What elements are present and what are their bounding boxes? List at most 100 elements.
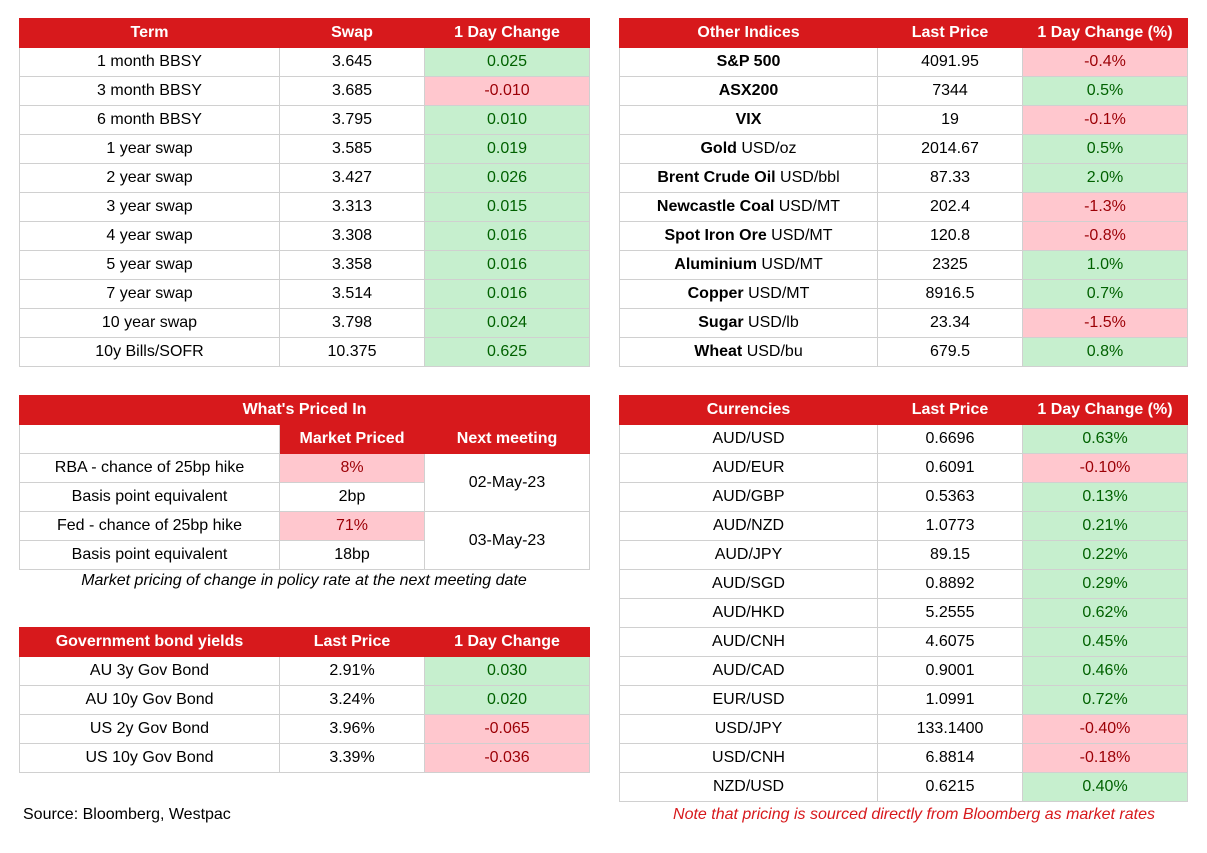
bond-change-cell: -0.065 xyxy=(424,714,590,744)
term-cell: 10y Bills/SOFR xyxy=(19,337,280,367)
currency-price-cell: 0.9001 xyxy=(877,656,1023,686)
term-cell: 1 year swap xyxy=(19,134,280,164)
index-name-cell: ASX200 xyxy=(619,76,878,106)
index-unit: USD/MT xyxy=(778,198,841,215)
priced-in-title: What's Priced In xyxy=(19,395,590,425)
indices-table: Other Indices Last Price 1 Day Change (%… xyxy=(619,18,1188,367)
table-row: S&P 500 4091.95 -0.4% xyxy=(619,47,1188,77)
index-name-cell: Aluminium USD/MT xyxy=(619,250,878,280)
index-name-cell: Gold USD/oz xyxy=(619,134,878,164)
table-row: 2 year swap 3.427 0.026 xyxy=(19,163,590,193)
index-price-cell: 202.4 xyxy=(877,192,1023,222)
term-cell: 3 year swap xyxy=(19,192,280,222)
index-price-cell: 120.8 xyxy=(877,221,1023,251)
rba-meeting-date: 02-May-23 xyxy=(424,453,590,512)
index-price-cell: 19 xyxy=(877,105,1023,135)
swap-rate-cell: 3.313 xyxy=(279,192,425,222)
swap-change-cell: 0.625 xyxy=(424,337,590,367)
table-row: Wheat USD/bu 679.5 0.8% xyxy=(619,337,1188,367)
index-name-cell: Spot Iron Ore USD/MT xyxy=(619,221,878,251)
table-row: USD/CNH 6.8814 -0.18% xyxy=(619,743,1188,773)
currency-change-cell: 0.62% xyxy=(1022,598,1188,628)
fed-meeting-date: 03-May-23 xyxy=(424,511,590,570)
table-row: 6 month BBSY 3.795 0.010 xyxy=(19,105,590,135)
currency-change-cell: 0.46% xyxy=(1022,656,1188,686)
table-row: 4 year swap 3.308 0.016 xyxy=(19,221,590,251)
index-name: Brent Crude Oil xyxy=(657,169,776,186)
index-unit: USD/lb xyxy=(748,314,799,331)
bond-price-cell: 3.39% xyxy=(279,743,425,773)
index-unit: USD/MT xyxy=(748,285,810,302)
priced-row-label: RBA - chance of 25bp hike xyxy=(19,453,280,483)
table-row: 7 year swap 3.514 0.016 xyxy=(19,279,590,309)
column-header-bond-price: Last Price xyxy=(279,627,425,657)
table-row: Newcastle Coal USD/MT 202.4 -1.3% xyxy=(619,192,1188,222)
table-row: 1 year swap 3.585 0.019 xyxy=(19,134,590,164)
index-change-cell: -1.3% xyxy=(1022,192,1188,222)
currency-change-cell: 0.40% xyxy=(1022,772,1188,802)
table-row: AUD/HKD 5.2555 0.62% xyxy=(619,598,1188,628)
column-header-fx-price: Last Price xyxy=(877,395,1023,425)
table-row: AUD/EUR 0.6091 -0.10% xyxy=(619,453,1188,483)
index-unit: USD/MT xyxy=(771,227,833,244)
column-header-bond: Government bond yields xyxy=(19,627,280,657)
currency-price-cell: 4.6075 xyxy=(877,627,1023,657)
index-change-cell: 0.7% xyxy=(1022,279,1188,309)
blank-cell xyxy=(19,424,280,454)
swap-rate-cell: 3.427 xyxy=(279,163,425,193)
currency-price-cell: 0.6215 xyxy=(877,772,1023,802)
currency-price-cell: 1.0991 xyxy=(877,685,1023,715)
currency-change-cell: 0.45% xyxy=(1022,627,1188,657)
table-row: AU 3y Gov Bond 2.91% 0.030 xyxy=(19,656,590,686)
index-change-cell: 0.5% xyxy=(1022,76,1188,106)
currency-pair-cell: AUD/CNH xyxy=(619,627,878,657)
table-row: AUD/USD 0.6696 0.63% xyxy=(619,424,1188,454)
swap-change-cell: 0.025 xyxy=(424,47,590,77)
index-price-cell: 87.33 xyxy=(877,163,1023,193)
currency-price-cell: 133.1400 xyxy=(877,714,1023,744)
table-row: 3 year swap 3.313 0.015 xyxy=(19,192,590,222)
currency-pair-cell: AUD/CAD xyxy=(619,656,878,686)
currency-change-cell: 0.21% xyxy=(1022,511,1188,541)
index-unit: USD/oz xyxy=(741,140,797,157)
table-row: Sugar USD/lb 23.34 -1.5% xyxy=(619,308,1188,338)
table-row: Brent Crude Oil USD/bbl 87.33 2.0% xyxy=(619,163,1188,193)
term-cell: 10 year swap xyxy=(19,308,280,338)
table-row: US 2y Gov Bond 3.96% -0.065 xyxy=(19,714,590,744)
index-name-cell: S&P 500 xyxy=(619,47,878,77)
currency-change-cell: 0.22% xyxy=(1022,540,1188,570)
priced-row-value: 18bp xyxy=(279,540,425,570)
currency-pair-cell: AUD/EUR xyxy=(619,453,878,483)
index-price-cell: 23.34 xyxy=(877,308,1023,338)
index-unit: USD/bu xyxy=(746,343,803,360)
swap-table: Term Swap 1 Day Change 1 month BBSY 3.645… xyxy=(19,18,590,367)
index-price-cell: 8916.5 xyxy=(877,279,1023,309)
term-cell: 4 year swap xyxy=(19,221,280,251)
index-change-cell: 0.8% xyxy=(1022,337,1188,367)
index-name: S&P 500 xyxy=(716,53,781,70)
column-header-term: Term xyxy=(19,18,280,48)
table-row: 1 month BBSY 3.645 0.025 xyxy=(19,47,590,77)
swap-rate-cell: 3.358 xyxy=(279,250,425,280)
currency-pair-cell: AUD/SGD xyxy=(619,569,878,599)
index-change-cell: -0.8% xyxy=(1022,221,1188,251)
currency-change-cell: 0.13% xyxy=(1022,482,1188,512)
table-row: EUR/USD 1.0991 0.72% xyxy=(619,685,1188,715)
table-row: AUD/JPY 89.15 0.22% xyxy=(619,540,1188,570)
bond-change-cell: 0.020 xyxy=(424,685,590,715)
currency-price-cell: 5.2555 xyxy=(877,598,1023,628)
swap-rate-cell: 3.514 xyxy=(279,279,425,309)
index-name: VIX xyxy=(735,111,762,128)
index-change-cell: -0.4% xyxy=(1022,47,1188,77)
term-cell: 2 year swap xyxy=(19,163,280,193)
index-unit: USD/MT xyxy=(761,256,823,273)
index-name-cell: Wheat USD/bu xyxy=(619,337,878,367)
swap-rate-cell: 3.585 xyxy=(279,134,425,164)
priced-in-table: What's Priced In Market Priced Next meet… xyxy=(19,395,590,570)
table-row: 3 month BBSY 3.685 -0.010 xyxy=(19,76,590,106)
column-header-swap: Swap xyxy=(279,18,425,48)
table-row: 10 year swap 3.798 0.024 xyxy=(19,308,590,338)
swap-rate-cell: 3.645 xyxy=(279,47,425,77)
table-row: ASX200 7344 0.5% xyxy=(619,76,1188,106)
bond-price-cell: 3.96% xyxy=(279,714,425,744)
